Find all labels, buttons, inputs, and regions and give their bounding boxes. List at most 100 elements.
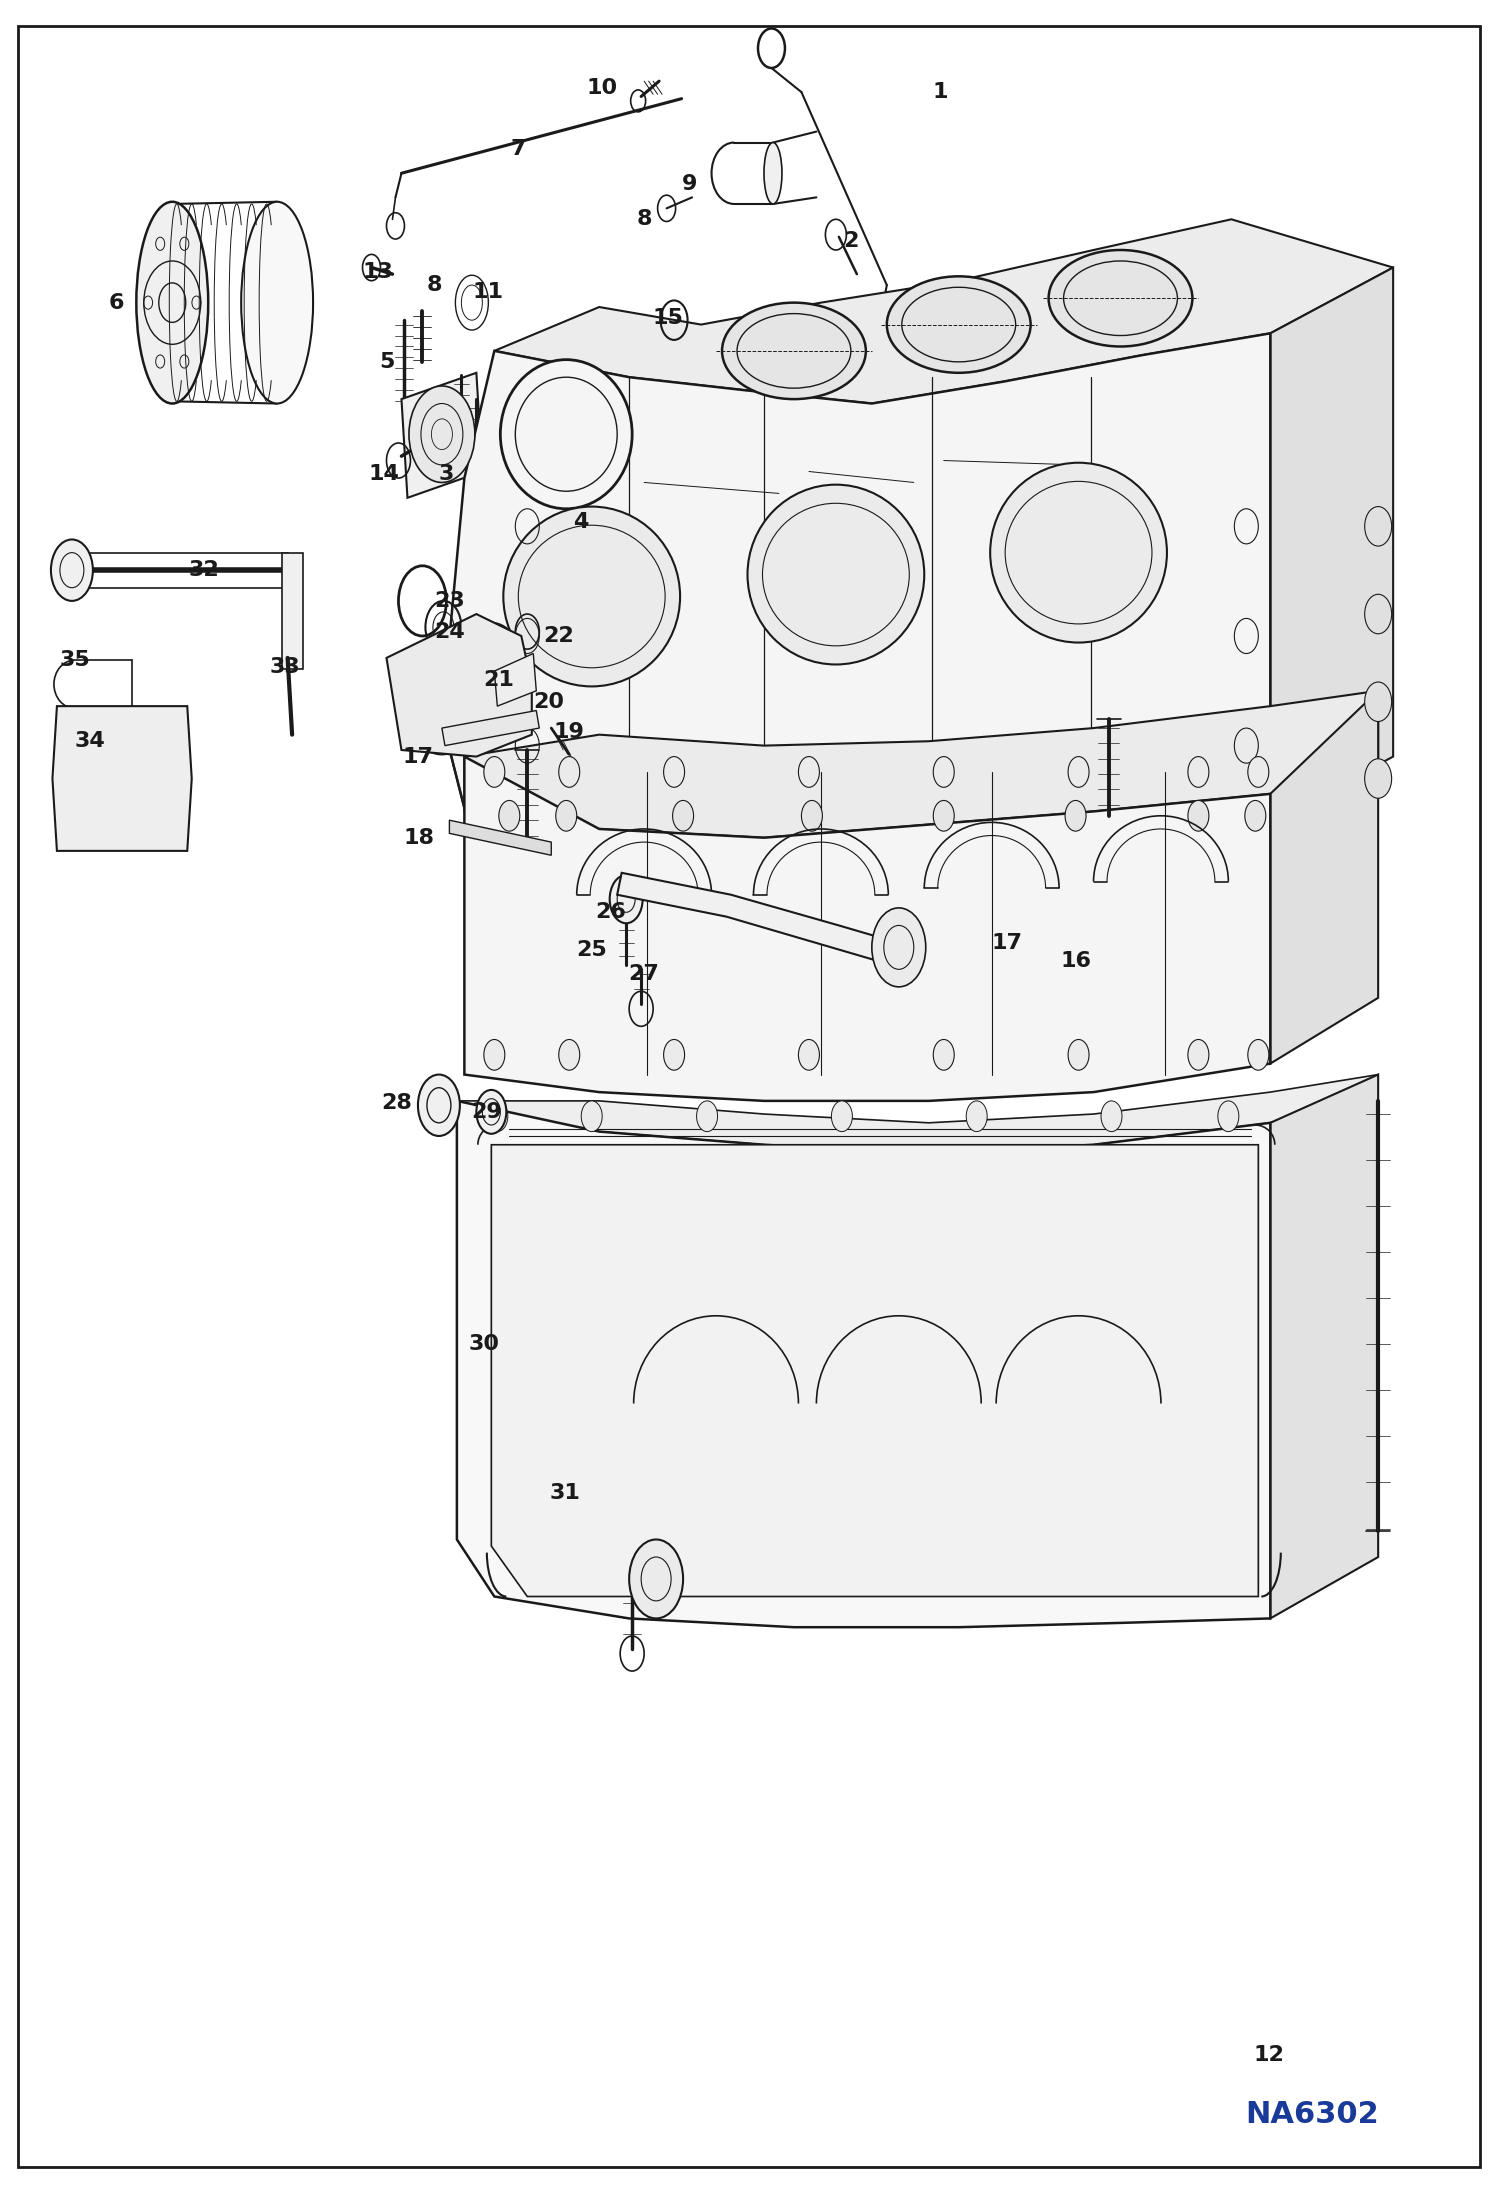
Text: 23: 23 [434, 590, 464, 612]
Circle shape [556, 800, 577, 831]
Ellipse shape [887, 276, 1031, 373]
Ellipse shape [503, 507, 680, 686]
Text: 4: 4 [574, 511, 589, 533]
Text: 9: 9 [682, 173, 697, 195]
Text: 27: 27 [629, 963, 659, 985]
Text: 29: 29 [472, 1101, 502, 1123]
Text: 2: 2 [843, 230, 858, 252]
Circle shape [872, 908, 926, 987]
Polygon shape [386, 614, 532, 757]
Text: 15: 15 [653, 307, 683, 329]
Polygon shape [457, 1101, 1270, 1627]
Text: 25: 25 [577, 939, 607, 961]
Text: 13: 13 [363, 261, 392, 283]
Polygon shape [494, 219, 1393, 404]
Circle shape [559, 1039, 580, 1070]
Ellipse shape [764, 143, 782, 204]
Circle shape [1245, 800, 1266, 831]
Polygon shape [617, 873, 884, 961]
Text: 26: 26 [596, 901, 626, 923]
Text: 30: 30 [469, 1333, 499, 1355]
Polygon shape [401, 373, 482, 498]
Circle shape [1188, 1039, 1209, 1070]
Circle shape [664, 757, 685, 787]
Circle shape [1218, 1101, 1239, 1132]
Text: 12: 12 [1254, 2044, 1284, 2066]
Circle shape [798, 1039, 819, 1070]
Text: 17: 17 [403, 746, 433, 768]
Polygon shape [449, 820, 551, 855]
Circle shape [673, 800, 694, 831]
Text: 1: 1 [933, 81, 948, 103]
Text: 21: 21 [484, 669, 514, 691]
Polygon shape [1270, 268, 1393, 822]
Text: 11: 11 [473, 281, 503, 303]
Text: 17: 17 [992, 932, 1022, 954]
Circle shape [1365, 507, 1392, 546]
Text: 19: 19 [554, 721, 584, 743]
Polygon shape [52, 706, 192, 851]
Ellipse shape [500, 360, 632, 509]
Circle shape [559, 757, 580, 787]
Text: 34: 34 [75, 730, 105, 752]
Polygon shape [491, 1145, 1258, 1597]
Circle shape [1068, 1039, 1089, 1070]
Ellipse shape [1049, 250, 1192, 346]
Circle shape [1188, 800, 1209, 831]
Circle shape [1248, 757, 1269, 787]
Polygon shape [464, 757, 1270, 1101]
Text: 7: 7 [511, 138, 526, 160]
Circle shape [418, 1075, 460, 1136]
Text: 5: 5 [379, 351, 394, 373]
Ellipse shape [241, 202, 313, 404]
Text: 22: 22 [544, 625, 574, 647]
Circle shape [933, 757, 954, 787]
Text: 14: 14 [369, 463, 398, 485]
Polygon shape [282, 553, 303, 669]
Text: 35: 35 [60, 649, 90, 671]
Circle shape [487, 1101, 508, 1132]
Text: 3: 3 [439, 463, 454, 485]
Polygon shape [1270, 1075, 1378, 1618]
Polygon shape [1270, 691, 1378, 1064]
Circle shape [458, 623, 524, 719]
Circle shape [581, 1101, 602, 1132]
Ellipse shape [748, 485, 924, 664]
Circle shape [933, 800, 954, 831]
Circle shape [484, 1039, 505, 1070]
Polygon shape [442, 711, 539, 746]
Text: 6: 6 [109, 292, 124, 314]
Text: 32: 32 [189, 559, 219, 581]
Circle shape [1068, 757, 1089, 787]
Circle shape [499, 800, 520, 831]
Circle shape [1365, 759, 1392, 798]
Circle shape [1065, 800, 1086, 831]
Circle shape [1248, 1039, 1269, 1070]
Text: 28: 28 [382, 1092, 412, 1114]
Circle shape [697, 1101, 718, 1132]
Polygon shape [464, 691, 1378, 838]
Text: 8: 8 [427, 274, 442, 296]
Circle shape [1365, 594, 1392, 634]
Ellipse shape [136, 202, 208, 404]
Circle shape [403, 640, 481, 754]
Text: 20: 20 [533, 691, 563, 713]
Text: NA6302: NA6302 [1245, 2099, 1380, 2129]
Text: 16: 16 [1061, 950, 1091, 971]
Polygon shape [494, 654, 536, 706]
Text: 8: 8 [637, 208, 652, 230]
Circle shape [84, 721, 162, 836]
Circle shape [51, 539, 93, 601]
Ellipse shape [990, 463, 1167, 643]
Circle shape [801, 800, 822, 831]
Circle shape [1365, 682, 1392, 721]
Circle shape [629, 1539, 683, 1618]
Text: 18: 18 [404, 827, 434, 849]
Ellipse shape [722, 303, 866, 399]
Polygon shape [457, 1075, 1378, 1154]
Circle shape [476, 1090, 506, 1134]
Text: 31: 31 [550, 1482, 580, 1504]
Circle shape [1101, 1101, 1122, 1132]
Circle shape [933, 1039, 954, 1070]
Text: 33: 33 [270, 656, 300, 678]
